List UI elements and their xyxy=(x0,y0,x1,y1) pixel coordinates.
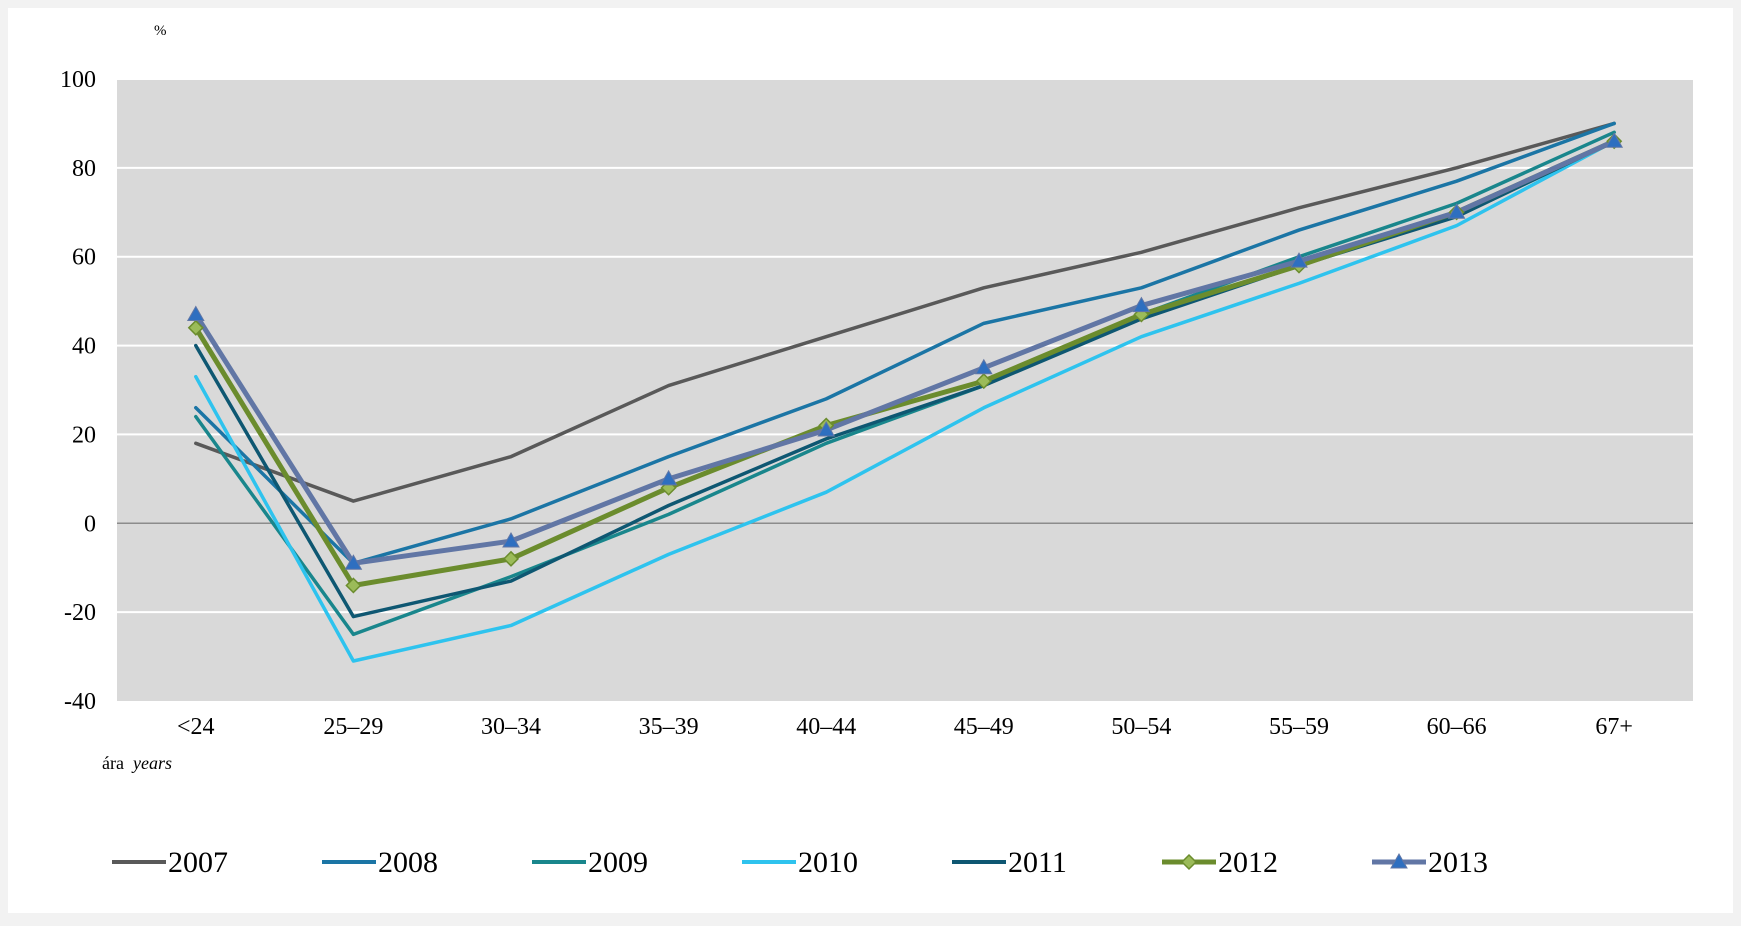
legend-label: 2012 xyxy=(1218,846,1278,879)
y-axis-ticks: 100 80 60 40 20 0 -20 -40 xyxy=(60,67,96,715)
x-axis-ticks: <24 25–29 30–34 35–39 40–44 45–49 50–54 55–59 60… xyxy=(177,714,1633,740)
y-tick-label: 100 xyxy=(60,67,96,93)
legend-label: 2010 xyxy=(798,846,858,879)
x-axis-label-en: years xyxy=(131,753,172,773)
data-point-2012 xyxy=(502,550,520,567)
data-point-2013 xyxy=(1132,296,1151,313)
data-point-2013 xyxy=(817,420,836,437)
legend-label: 2009 xyxy=(588,846,648,879)
y-tick-label: 40 xyxy=(72,334,96,360)
data-point-2013 xyxy=(1447,203,1466,219)
legend-label: 2011 xyxy=(1008,846,1067,879)
x-tick-label: 67+ xyxy=(1595,714,1633,740)
grid-lines xyxy=(117,78,1693,614)
legend-item-2009: 2009 xyxy=(532,846,648,879)
legend-label: 2007 xyxy=(168,846,228,879)
x-tick-label: 30–34 xyxy=(481,714,541,740)
series-line-2013 xyxy=(193,138,1617,566)
legend-marker xyxy=(1180,853,1198,871)
series-lines xyxy=(193,121,1617,663)
data-point-2013 xyxy=(974,358,993,375)
x-axis-label: ára years xyxy=(102,753,172,773)
legend-item-2010: 2010 xyxy=(742,846,858,879)
unit-label: % xyxy=(154,23,167,39)
data-point-2012 xyxy=(345,577,362,594)
x-tick-label: 25–29 xyxy=(323,714,383,740)
y-tick-label: 0 xyxy=(84,511,96,537)
x-tick-label: 45–49 xyxy=(954,714,1014,740)
y-tick-label: -20 xyxy=(64,600,96,626)
legend-marker xyxy=(1390,852,1408,869)
x-tick-label: 40–44 xyxy=(796,714,856,740)
x-tick-label: 55–59 xyxy=(1269,714,1329,740)
x-tick-label: <24 xyxy=(177,714,215,740)
data-point-2013 xyxy=(1605,132,1624,148)
y-tick-label: 80 xyxy=(72,156,96,182)
data-point-2013 xyxy=(502,532,520,548)
legend-label: 2013 xyxy=(1428,846,1488,879)
data-point-2013 xyxy=(1290,252,1308,268)
x-axis-label-main: ára xyxy=(102,753,124,773)
x-tick-label: 50–54 xyxy=(1111,714,1171,740)
x-tick-label: 35–39 xyxy=(639,714,699,740)
y-tick-label: 60 xyxy=(72,245,96,271)
y-tick-label: -40 xyxy=(64,689,96,715)
data-point-2013 xyxy=(659,469,678,486)
data-point-2012 xyxy=(975,373,992,390)
series-line-2010 xyxy=(194,139,1616,663)
y-tick-label: 20 xyxy=(72,422,96,448)
series-markers xyxy=(186,132,1624,594)
series-line-2007 xyxy=(194,121,1616,503)
legend-item-2011: 2011 xyxy=(952,846,1067,879)
legend-item-2007: 2007 xyxy=(112,846,228,879)
legend-item-2013: 2013 xyxy=(1372,846,1488,879)
x-tick-label: 60–66 xyxy=(1427,714,1487,740)
legend-label: 2008 xyxy=(378,846,438,879)
legend: 2007 2008 2009 2010 2011 2012 2013 xyxy=(112,846,1488,879)
series-line-2008 xyxy=(194,121,1616,566)
legend-item-2012: 2012 xyxy=(1162,846,1278,879)
series-line-2009 xyxy=(194,130,1616,637)
plot-area xyxy=(117,79,1693,701)
legend-item-2008: 2008 xyxy=(322,846,438,879)
data-point-2013 xyxy=(186,305,205,321)
data-point-2012 xyxy=(187,319,204,336)
data-point-2013 xyxy=(344,554,363,570)
